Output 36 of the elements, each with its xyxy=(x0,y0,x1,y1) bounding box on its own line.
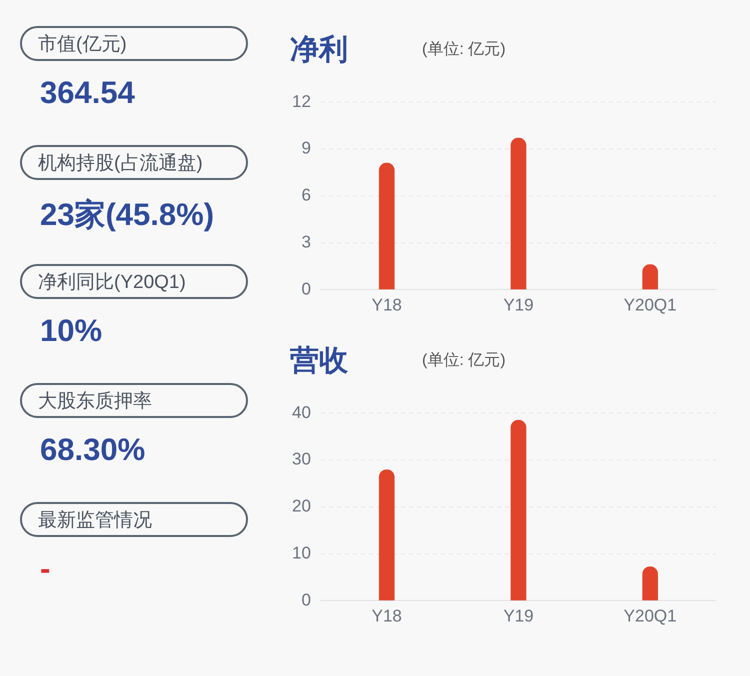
chart-subtitle: (单位: 亿元) xyxy=(422,40,506,60)
bar xyxy=(642,566,658,600)
y-tick-label: 0 xyxy=(301,590,311,610)
bar xyxy=(510,138,526,290)
text: 市值(亿元) xyxy=(20,26,248,61)
bar xyxy=(378,470,395,600)
text: 净利同比(Y20Q1) xyxy=(20,264,248,299)
text: 大股东质押率 xyxy=(20,383,248,418)
y-tick-label: 30 xyxy=(292,450,311,469)
y-tick-label: 20 xyxy=(292,496,311,516)
x-tick-label: Y19 xyxy=(503,295,534,314)
x-tick-label: Y19 xyxy=(503,606,534,626)
text: 10% xyxy=(40,313,104,349)
y-tick-label: 3 xyxy=(301,232,311,252)
chart-title: 净利 xyxy=(290,33,348,68)
text: 68.30% xyxy=(40,432,146,468)
bar xyxy=(378,162,395,290)
y-tick-label: 0 xyxy=(301,279,311,298)
bar xyxy=(510,420,526,600)
text: 364.54 xyxy=(40,75,136,111)
y-tick-label: 12 xyxy=(292,92,311,111)
text: 机构持股(占流通盘) xyxy=(20,145,248,180)
x-tick-label: Y20Q1 xyxy=(624,295,677,314)
x-tick-label: Y18 xyxy=(372,295,402,314)
x-tick-label: Y20Q1 xyxy=(624,606,677,626)
y-tick-label: 10 xyxy=(292,543,311,562)
text: 最新监管情况 xyxy=(20,502,248,537)
y-tick-label: 40 xyxy=(292,402,311,422)
chart-subtitle: (单位: 亿元) xyxy=(422,351,506,371)
y-tick-label: 6 xyxy=(301,186,311,205)
bar xyxy=(642,264,658,290)
chart-title: 营收 xyxy=(290,344,348,379)
y-tick-label: 9 xyxy=(301,138,311,158)
text: 23家(45.8%) xyxy=(40,196,216,234)
text: - xyxy=(40,551,52,587)
x-tick-label: Y18 xyxy=(372,606,402,626)
